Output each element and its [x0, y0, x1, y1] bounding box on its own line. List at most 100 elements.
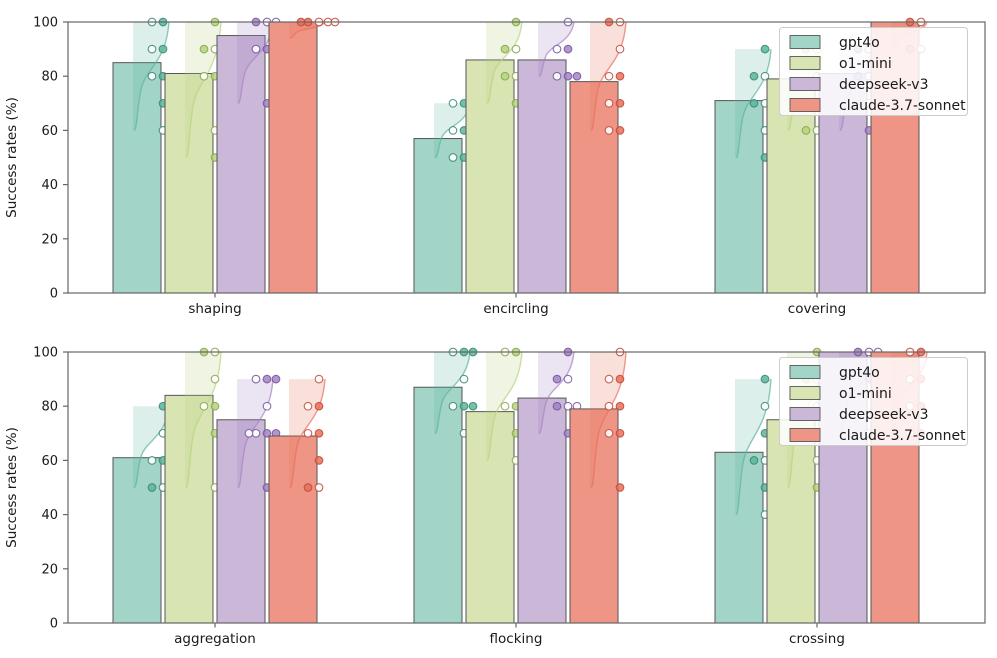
- data-point-claude-3.7-sonnet-flocking: [615, 374, 625, 384]
- y-tick-label: 100: [33, 346, 58, 361]
- y-tick-label: 80: [41, 70, 58, 85]
- bar-o1-mini-aggregation: [164, 394, 214, 624]
- data-point-claude-3.7-sonnet-encircling: [615, 71, 625, 81]
- data-point-gpt4o-shaping: [147, 71, 157, 81]
- data-point-o1-mini-shaping: [199, 71, 209, 81]
- legend-swatch-claude-3.7-sonnet: [789, 428, 821, 442]
- data-point-gpt4o-aggregation: [147, 483, 157, 492]
- violin-outline-o1-mini-flocking: [486, 351, 523, 462]
- data-point-gpt4o-encircling: [448, 98, 458, 108]
- data-point-claude-3.7-sonnet-encircling: [604, 126, 614, 135]
- y-tick-label: 100: [33, 16, 58, 31]
- data-point-o1-mini-aggregation: [210, 401, 220, 411]
- data-point-deepseek-v3-encircling: [563, 44, 573, 54]
- violin-gpt4o-flocking: [434, 352, 470, 434]
- data-point-deepseek-v3-encircling: [563, 71, 573, 81]
- data-point-claude-3.7-sonnet-flocking: [615, 483, 625, 492]
- y-tick-label: 40: [41, 508, 58, 523]
- legend-swatch-gpt4o: [789, 35, 821, 49]
- violin-gpt4o-encircling: [434, 103, 470, 158]
- data-point-claude-3.7-sonnet-aggregation: [303, 428, 313, 438]
- data-point-deepseek-v3-flocking: [552, 401, 562, 411]
- legend-box: [779, 357, 968, 446]
- data-point-gpt4o-crossing: [749, 456, 759, 465]
- violin-o1-mini-shaping: [185, 22, 221, 158]
- legend: gpt4o o1-mini deepseek-v3 claude-3.7-sonnet: [779, 357, 968, 446]
- data-point-deepseek-v3-aggregation: [262, 401, 272, 411]
- legend-swatch-o1-mini: [789, 386, 821, 400]
- bottom-panel-chart: 0 20 40 60 80 100 Success rates (%) aggregation…: [0, 330, 997, 658]
- data-point-gpt4o-flocking: [459, 401, 469, 411]
- data-point-deepseek-v3-encircling: [572, 71, 582, 81]
- x-tick-label-covering: covering: [788, 301, 846, 317]
- data-point-claude-3.7-sonnet-aggregation: [314, 483, 324, 492]
- legend-label-claude-3.7-sonnet: claude-3.7-sonnet: [839, 428, 966, 444]
- violin-o1-mini-aggregation: [185, 352, 221, 488]
- violin-gpt4o-aggregation: [133, 406, 169, 488]
- top-panel-chart: 0 20 40 60 80 100 Success rates (%) shaping enci…: [4, 15, 986, 317]
- data-point-gpt4o-covering: [760, 44, 770, 54]
- data-point-claude-3.7-sonnet-aggregation: [314, 374, 324, 384]
- bar-gpt4o-shaping: [112, 62, 162, 294]
- data-point-claude-3.7-sonnet-aggregation: [314, 401, 324, 411]
- y-tick-label: 20: [41, 232, 58, 247]
- violin-deepseek-v3-encircling: [538, 22, 574, 77]
- bar-deepseek-v3-flocking: [517, 397, 567, 624]
- data-point-deepseek-v3-aggregation: [262, 428, 272, 438]
- data-point-deepseek-v3-aggregation: [244, 428, 254, 438]
- data-point-deepseek-v3-encircling: [552, 44, 562, 54]
- data-point-claude-3.7-sonnet-flocking: [604, 374, 614, 384]
- bar-deepseek-v3-encircling: [517, 59, 567, 294]
- x-tick-label-crossing: crossing: [789, 631, 845, 647]
- data-point-claude-3.7-sonnet-aggregation: [303, 483, 313, 492]
- violin-outline-gpt4o-aggregation: [133, 406, 170, 489]
- data-point-gpt4o-flocking: [448, 401, 458, 411]
- data-point-gpt4o-shaping: [158, 44, 168, 54]
- legend-swatch-claude-3.7-sonnet: [789, 98, 821, 112]
- legend-box: [779, 27, 968, 116]
- data-point-claude-3.7-sonnet-encircling: [615, 44, 625, 54]
- data-point-deepseek-v3-shaping: [251, 44, 261, 54]
- legend-label-deepseek-v3: deepseek-v3: [839, 407, 929, 423]
- data-point-gpt4o-flocking: [468, 401, 478, 411]
- data-point-deepseek-v3-aggregation: [251, 374, 261, 384]
- violin-claude-3.7-sonnet-shaping: [289, 22, 325, 38]
- violin-deepseek-v3-flocking: [538, 352, 574, 434]
- violin-o1-mini-encircling: [486, 22, 522, 104]
- data-point-claude-3.7-sonnet-encircling: [615, 126, 625, 135]
- violin-claude-3.7-sonnet-flocking: [590, 352, 626, 488]
- y-tick-label: 80: [41, 400, 58, 415]
- bar-o1-mini-shaping: [164, 72, 214, 294]
- y-tick-label: 20: [41, 562, 58, 577]
- violin-o1-mini-flocking: [486, 352, 522, 461]
- bar-o1-mini-encircling: [465, 59, 515, 294]
- data-point-deepseek-v3-aggregation: [262, 374, 272, 384]
- data-point-gpt4o-shaping: [147, 44, 157, 54]
- data-point-gpt4o-encircling: [448, 126, 458, 135]
- legend: gpt4o o1-mini deepseek-v3 claude-3.7-sonnet: [779, 27, 968, 116]
- data-point-deepseek-v3-flocking: [563, 374, 573, 384]
- data-point-gpt4o-encircling: [448, 153, 458, 162]
- bar-claude-3.7-sonnet-flocking: [569, 408, 619, 624]
- bar-o1-mini-crossing: [766, 419, 816, 624]
- violin-gpt4o-crossing: [735, 379, 771, 515]
- x-tick-label-shaping: shaping: [188, 301, 241, 317]
- y-axis-label: Success rates (%): [4, 97, 20, 218]
- x-tick-label-aggregation: aggregation: [174, 631, 256, 647]
- data-point-o1-mini-covering: [801, 126, 811, 135]
- data-point-deepseek-v3-aggregation: [271, 374, 281, 384]
- data-point-deepseek-v3-encircling: [552, 71, 562, 81]
- legend-label-gpt4o: gpt4o: [839, 35, 880, 51]
- data-point-gpt4o-flocking: [459, 374, 469, 384]
- data-point-claude-3.7-sonnet-encircling: [604, 98, 614, 108]
- data-point-claude-3.7-sonnet-aggregation: [314, 456, 324, 465]
- violin-outline-claude-3.7-sonnet-flocking: [590, 351, 627, 489]
- violin-outline-gpt4o-encircling: [434, 103, 471, 159]
- violin-outline-gpt4o-flocking: [434, 351, 471, 434]
- plot-frame: [67, 21, 986, 294]
- data-point-gpt4o-crossing: [760, 401, 770, 411]
- y-tick-label: 0: [50, 617, 58, 632]
- data-point-deepseek-v3-flocking: [552, 374, 562, 384]
- data-point-o1-mini-aggregation: [210, 374, 220, 384]
- data-point-gpt4o-covering: [760, 71, 770, 81]
